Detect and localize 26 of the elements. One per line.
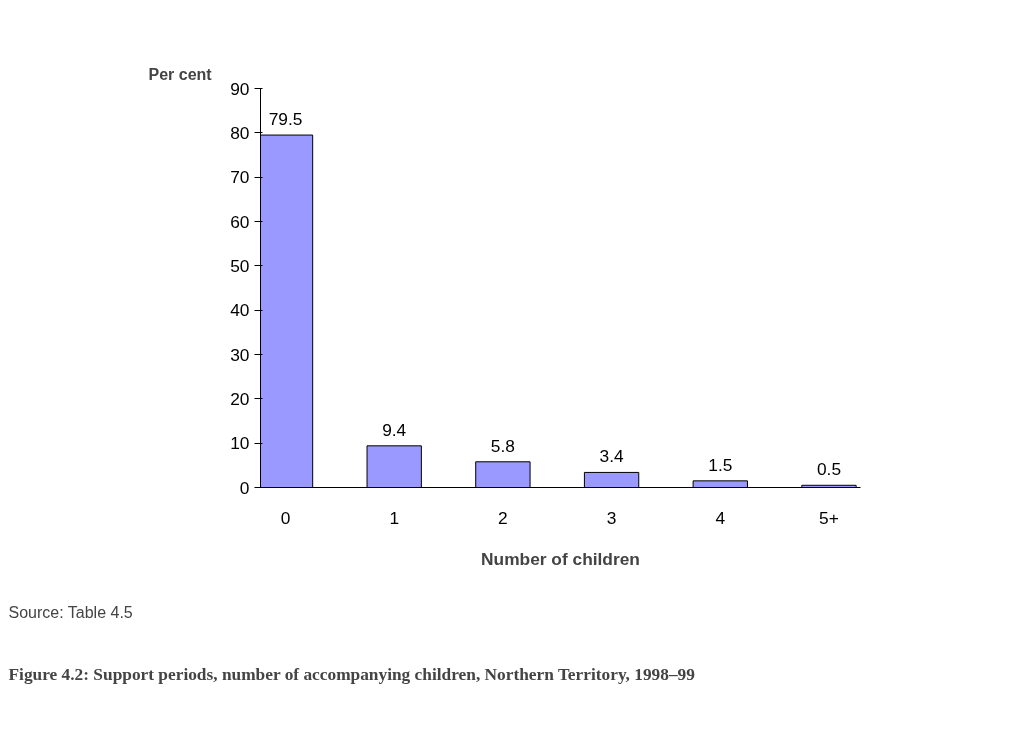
x-tick-label: 5+ xyxy=(819,507,839,528)
data-label: 0.5 xyxy=(816,459,842,480)
y-tick-label: 90 xyxy=(230,78,250,99)
data-label: 79.5 xyxy=(268,109,303,130)
source-note: Source: Table 4.5 xyxy=(8,603,133,621)
y-tick-label: 0 xyxy=(239,477,250,498)
y-tick-label: 30 xyxy=(230,344,250,365)
y-tick-label: 70 xyxy=(230,167,250,188)
x-tick-label: 0 xyxy=(280,507,291,528)
data-label: 5.8 xyxy=(490,435,515,456)
data-label: 1.5 xyxy=(708,454,733,475)
x-tick-label: 1 xyxy=(389,507,400,528)
data-label: 9.4 xyxy=(382,419,407,440)
text: Figure 4.2: Support periods, number of accompanying children, Northern Territory, 1998–99 xyxy=(8,665,696,684)
x-tick-label: 4 xyxy=(715,507,726,528)
y-tick-label: 20 xyxy=(230,388,250,409)
x-tick-label: 3 xyxy=(606,507,617,528)
y-tick-label: 60 xyxy=(230,211,250,232)
y-tick-label: 10 xyxy=(230,433,250,454)
x-axis-title: Number of children xyxy=(481,548,640,569)
y-tick-label: 50 xyxy=(230,255,250,276)
x-tick-label: 2 xyxy=(498,507,508,528)
y-tick-label: 80 xyxy=(230,122,250,143)
y-axis-title: Per cent xyxy=(148,65,213,83)
y-tick-label: 40 xyxy=(230,300,250,321)
data-label: 3.4 xyxy=(599,446,624,467)
